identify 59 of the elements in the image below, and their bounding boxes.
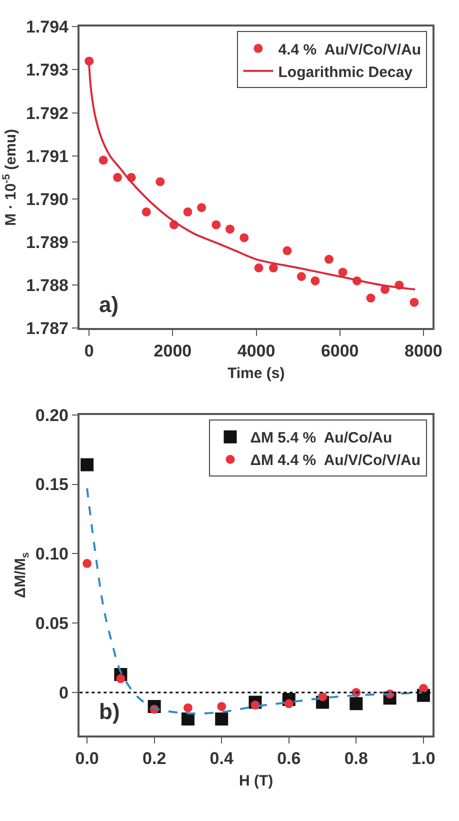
legend-label: Logarithmic Decay [278, 64, 414, 81]
x-tick-label: 0.0 [75, 748, 99, 768]
x-tick-label: 2000 [154, 341, 192, 360]
annotation: b) [99, 699, 120, 724]
x-tick-label: 4000 [237, 341, 276, 360]
point [82, 558, 92, 568]
point [142, 207, 151, 216]
point [84, 56, 94, 66]
x-tick-label: 0.2 [142, 748, 166, 768]
point [366, 294, 376, 303]
point [98, 156, 108, 165]
y-tick-label: 1.789 [26, 232, 68, 252]
point [324, 254, 334, 264]
point [225, 224, 234, 234]
x-tick-label: 0 [84, 341, 94, 360]
y-tick-label: 1.792 [26, 104, 68, 123]
y-tick-label: 1.793 [26, 60, 68, 80]
legend-label: 4.4 % Au/V/Co/V/Au [278, 41, 422, 58]
point [338, 268, 348, 277]
y-tick-label: 1.790 [26, 190, 68, 209]
y-tick-label: 1.788 [26, 276, 68, 296]
point [212, 220, 221, 230]
point [80, 458, 94, 472]
legend-label: ΔM 5.4 % Au/Co/Au [250, 430, 392, 447]
y-tick-label: 0.20 [35, 406, 68, 425]
point [183, 703, 192, 712]
x-tick-label: 8000 [404, 341, 442, 360]
y-tick-label: 1.794 [26, 18, 70, 37]
point [310, 276, 320, 286]
x-tick-label: 0.4 [210, 748, 234, 768]
y-tick-label: 0.10 [35, 544, 68, 564]
point [215, 712, 228, 726]
point [296, 272, 306, 281]
x-tick-label: 6000 [320, 341, 359, 360]
point [254, 263, 264, 272]
point [268, 263, 278, 272]
y-tick-label: 1.787 [26, 319, 68, 338]
point [282, 246, 292, 256]
point [350, 697, 363, 710]
y-tick-label: 0.15 [35, 475, 68, 494]
legend-label: ΔM 4.4 % Au/V/Co/V/Au [250, 452, 420, 470]
x-tick-label: 0.8 [344, 748, 368, 768]
annotation: a) [99, 292, 119, 317]
y-tick-label: 1.791 [26, 146, 68, 166]
point [156, 177, 165, 186]
point [217, 702, 226, 711]
point [113, 172, 122, 182]
x-axis-title: H (T) [239, 772, 274, 790]
y-tick-label: 0 [59, 684, 68, 703]
x-tick-label: 1.0 [412, 748, 436, 768]
point [410, 298, 419, 307]
point [240, 233, 249, 242]
x-axis-title: Time (s) [227, 364, 285, 382]
point [181, 712, 194, 726]
x-tick-label: 0.6 [277, 748, 301, 768]
point [418, 684, 428, 693]
y-tick-label: 0.05 [35, 614, 68, 634]
point [183, 207, 192, 216]
point [197, 203, 206, 212]
